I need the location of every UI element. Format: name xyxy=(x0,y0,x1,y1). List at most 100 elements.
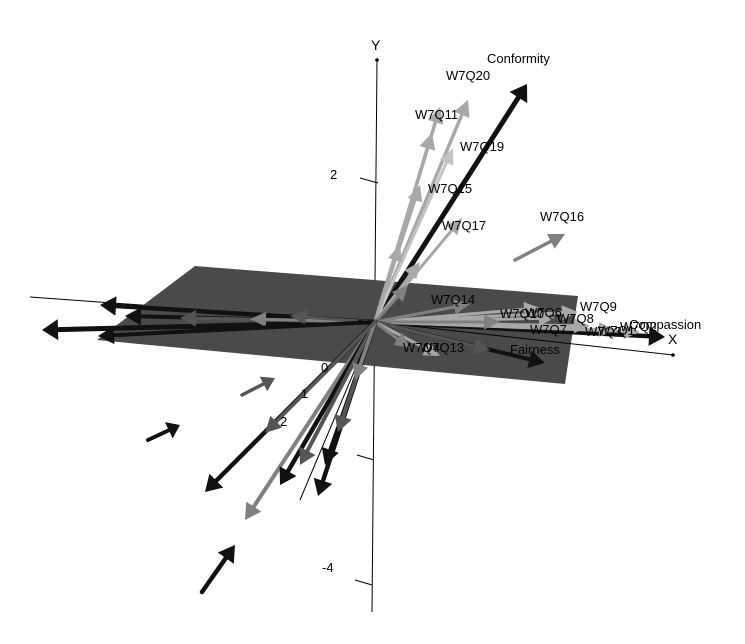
front-vector-7-head xyxy=(387,245,403,263)
front-vector-7 xyxy=(373,245,403,324)
front-vector-27-head xyxy=(279,466,297,485)
front-vector-35 xyxy=(146,422,180,442)
vector-label-w7q19: W7Q19 xyxy=(460,139,504,154)
front-vector-11 xyxy=(513,234,565,262)
vector-label-compassion: Compassion xyxy=(629,317,701,332)
front-vector-33 xyxy=(265,320,377,433)
front-vector-4-shaft xyxy=(373,161,448,324)
front-vector-2-head xyxy=(454,100,470,118)
vector-label-w7q14: W7Q14 xyxy=(431,292,475,307)
vector-label-w7q3: W7Q3 xyxy=(585,324,622,339)
x-axis-line xyxy=(374,321,674,356)
front-vector-8-head xyxy=(445,218,462,236)
z-tick-label-2: 2 xyxy=(280,414,287,429)
vector-label-conformity: Conformity xyxy=(487,51,550,66)
front-vector-18-head xyxy=(523,301,540,317)
front-vector-10 xyxy=(373,285,408,324)
front-vector-30-head xyxy=(321,446,339,465)
vector-label-w7q8: W7Q8 xyxy=(557,311,594,326)
z-tick-label-0: 0 xyxy=(321,360,328,375)
front-vector-35-shaft xyxy=(146,428,171,442)
front-vector-1 xyxy=(372,84,528,325)
front-vector-21-head xyxy=(527,350,545,368)
front-vector-32-shaft xyxy=(358,320,377,367)
y-tick-minus2 xyxy=(356,454,375,461)
front-vector-7-shaft xyxy=(373,258,397,324)
back-vector-7-shaft xyxy=(111,320,377,338)
front-vector-24 xyxy=(373,320,410,348)
front-vector-14-head xyxy=(598,321,615,337)
front-vector-1-shaft xyxy=(372,94,521,325)
vector-label-w7q15: W7Q15 xyxy=(428,181,472,196)
front-vector-15-head xyxy=(573,318,590,334)
front-vector-32-head xyxy=(352,362,369,380)
back-vector-3-head xyxy=(125,307,142,326)
front-vector-11-head xyxy=(546,234,565,249)
vector-label-w7q17: W7Q17 xyxy=(442,218,486,233)
front-vector-22-head xyxy=(472,338,490,355)
front-vector-24-head xyxy=(393,332,410,348)
front-vector-3-head xyxy=(427,107,444,125)
front-vector-34-shaft xyxy=(240,382,266,397)
vector-label-w7q20: W7Q20 xyxy=(446,68,490,83)
front-vector-26-head xyxy=(245,501,262,520)
front-vector-20-head xyxy=(452,299,470,315)
front-vector-10-head xyxy=(391,285,408,302)
vector-label-w7q1: W7Q1 xyxy=(598,323,635,338)
front-vector-9-head xyxy=(404,262,420,280)
y-axis-end-point xyxy=(375,58,379,62)
front-vector-28-shaft xyxy=(305,320,377,453)
back-vector-2-head xyxy=(100,296,117,316)
front-vector-19-head xyxy=(484,314,500,330)
front-vector-25-head xyxy=(205,473,224,492)
vector-label-w7q7: W7Q7 xyxy=(530,322,567,337)
vector-label-w7q16: W7Q16 xyxy=(540,209,584,224)
y-tick-2 xyxy=(359,177,379,184)
front-vector-17-head xyxy=(538,310,555,326)
front-vector-31-head xyxy=(334,413,352,432)
front-vector-22 xyxy=(373,320,490,355)
y-tick-minus4 xyxy=(354,579,373,586)
back-vector-7-head xyxy=(98,326,115,345)
z-axis-front xyxy=(299,321,376,501)
front-vector-13-head xyxy=(623,323,640,339)
vector-label-fairness: Fairness xyxy=(510,342,560,357)
front-vector-33-head xyxy=(265,415,283,433)
front-vector-36 xyxy=(199,545,235,595)
front-vector-16-head xyxy=(561,305,578,321)
y-tick-label-2: 2 xyxy=(330,167,337,182)
front-vector-28 xyxy=(299,320,377,465)
vectors-front-layer xyxy=(146,84,665,595)
front-vector-23-head xyxy=(422,341,440,356)
vector-label-w7q9: W7Q9 xyxy=(580,299,617,314)
vector-label-w7q10: W7Q10 xyxy=(500,306,544,321)
front-vector-33-shaft xyxy=(274,320,377,424)
vector-labels-layer: Conformity W7Q20 W7Q11 W7Q19 W7Q15 W7Q17 W7Q16… xyxy=(403,51,701,357)
front-vector-4-head xyxy=(439,148,454,166)
y-tick-label-minus4: -4 xyxy=(322,560,334,575)
front-vector-19 xyxy=(373,314,500,330)
x-axis-end-point xyxy=(671,353,675,357)
back-vector-6-head xyxy=(290,309,307,325)
front-vector-32 xyxy=(352,320,377,380)
vector-label-w7q4: W7Q4 xyxy=(403,340,440,355)
front-vector-28-head xyxy=(299,446,316,465)
x-axis-title: X xyxy=(668,331,678,347)
front-vector-10-shaft xyxy=(373,295,399,324)
front-vector-22-shaft xyxy=(373,320,477,348)
back-vector-5-head xyxy=(250,311,267,327)
front-vector-18-shaft xyxy=(373,307,526,324)
front-vector-36-shaft xyxy=(199,555,229,595)
vector-label-w7q2: W7Q2 xyxy=(620,319,657,334)
back-vector-4-head xyxy=(180,310,197,327)
front-vector-29-head xyxy=(313,477,333,496)
front-vector-34-head xyxy=(259,376,275,392)
front-vector-35-head xyxy=(164,422,180,439)
vector-label-w7q13: W7Q13 xyxy=(420,340,464,355)
front-vector-34 xyxy=(240,376,275,397)
back-vector-7 xyxy=(98,320,377,345)
y-axis-title: Y xyxy=(371,37,381,53)
front-vector-11-shaft xyxy=(513,239,553,262)
front-vector-4 xyxy=(373,148,454,324)
